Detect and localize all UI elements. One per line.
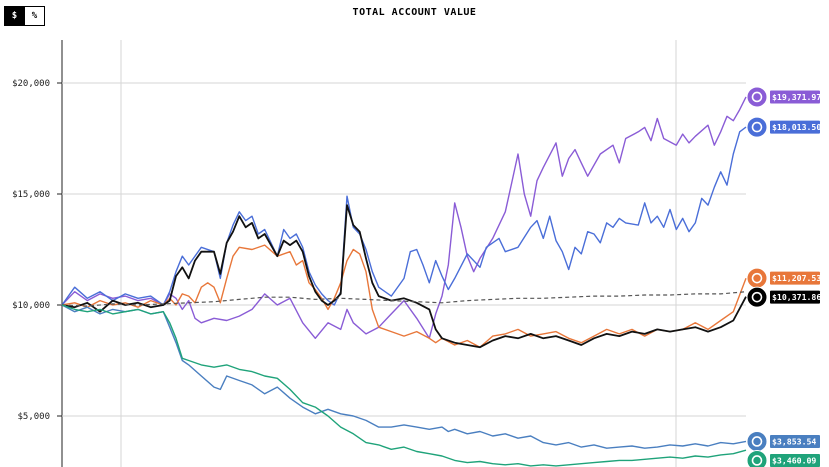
value-badge-label: $19,371.97 bbox=[772, 92, 821, 102]
series-line bbox=[61, 204, 747, 349]
blue-whale-icon bbox=[746, 116, 768, 138]
orange-sun-icon bbox=[746, 267, 768, 289]
view-toggle: $ % bbox=[4, 6, 45, 26]
value-badge-label: $11,207.53 bbox=[772, 273, 821, 283]
value-badge bbox=[770, 90, 820, 104]
chart-title: TOTAL ACCOUNT VALUE bbox=[352, 7, 477, 18]
series-line bbox=[61, 304, 747, 467]
value-badge-label: $18,013.50 bbox=[772, 122, 821, 132]
y-tick-label: $20,000 bbox=[12, 79, 50, 89]
green-coil-icon bbox=[746, 449, 768, 467]
y-tick-label: $5,000 bbox=[17, 412, 50, 422]
percent-toggle-button[interactable]: % bbox=[24, 7, 44, 25]
icon-glyph bbox=[751, 436, 763, 447]
icon-glyph bbox=[751, 121, 763, 133]
value-badge bbox=[770, 434, 820, 448]
series-line bbox=[61, 244, 747, 348]
value-badge-label: $3,460.09 bbox=[772, 455, 816, 465]
icon-glyph bbox=[751, 291, 763, 303]
value-badge-label: $10,371.86 bbox=[772, 292, 821, 302]
value-badge bbox=[770, 453, 820, 467]
baseline-series-line bbox=[61, 291, 747, 307]
series-line bbox=[61, 96, 747, 339]
value-badge bbox=[770, 120, 820, 134]
y-tick-label: $10,000 bbox=[12, 301, 50, 311]
series-line bbox=[61, 126, 747, 306]
value-badge bbox=[770, 290, 820, 304]
blue-star-icon bbox=[746, 430, 768, 452]
purple-spiral-icon bbox=[746, 86, 768, 108]
value-badge bbox=[770, 271, 820, 285]
icon-glyph bbox=[751, 272, 763, 284]
series-line bbox=[61, 304, 747, 449]
black-ring-icon bbox=[746, 286, 768, 308]
y-tick-label: $15,000 bbox=[12, 190, 50, 200]
icon-glyph bbox=[751, 91, 763, 103]
value-badge-label: $3,853.54 bbox=[772, 436, 816, 446]
dollar-toggle-button[interactable]: $ bbox=[5, 7, 24, 25]
icon-glyph bbox=[751, 455, 763, 466]
